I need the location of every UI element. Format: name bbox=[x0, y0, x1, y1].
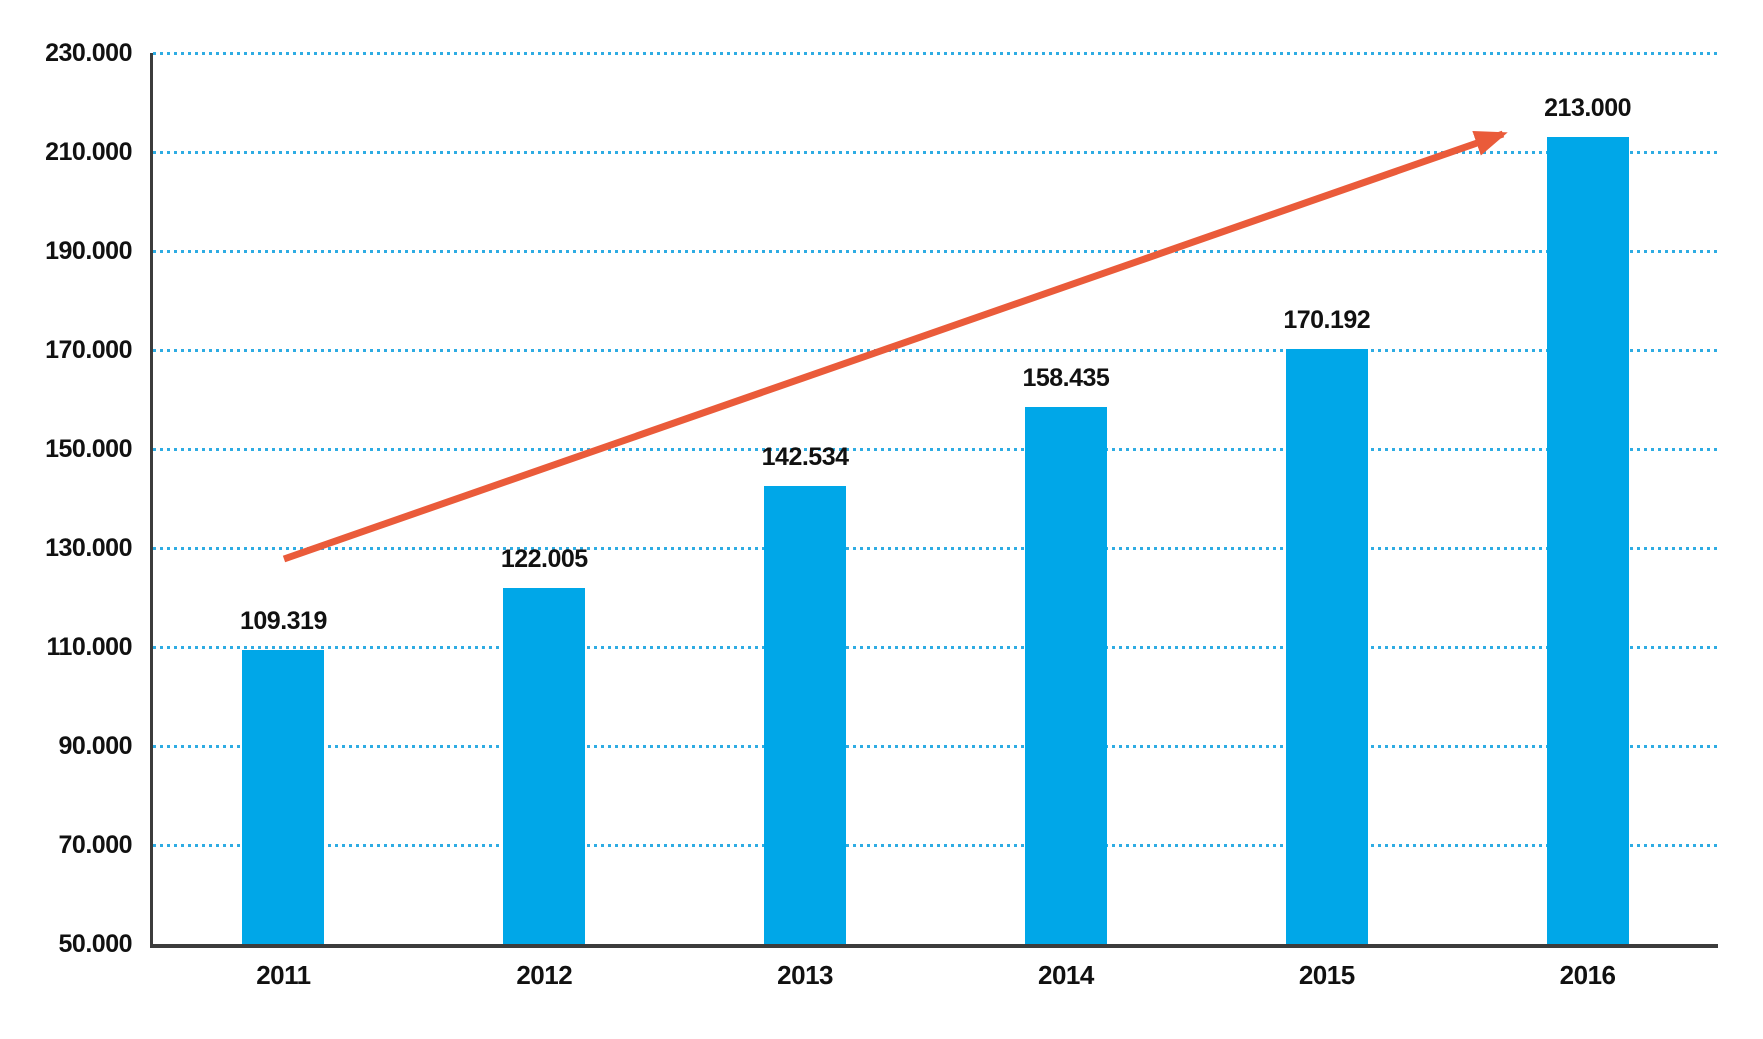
x-tick-label: 2016 bbox=[1559, 960, 1616, 990]
y-tick-label: 170.000 bbox=[45, 336, 132, 364]
y-tick-label: 130.000 bbox=[45, 534, 132, 562]
y-tick-label: 90.000 bbox=[58, 732, 133, 760]
x-tick-label: 2012 bbox=[516, 960, 573, 990]
bar-value-label: 122.005 bbox=[500, 544, 588, 573]
y-tick-label: 230.000 bbox=[45, 39, 132, 67]
bar-value-label: 142.534 bbox=[761, 442, 849, 471]
bar-2015 bbox=[1285, 349, 1368, 944]
bar-value-label: 109.319 bbox=[239, 607, 327, 636]
gridline-210.000 bbox=[153, 150, 1718, 154]
y-tick-label: 50.000 bbox=[58, 930, 133, 958]
plot-area: 50.000 70.000 90.000 110.000 130.000 150.000 1… bbox=[45, 39, 1718, 989]
gridline-110.000 bbox=[153, 645, 1718, 649]
gridline-170.000 bbox=[153, 348, 1718, 352]
bar-2014 bbox=[1024, 407, 1107, 944]
bar-value-label: 158.435 bbox=[1022, 364, 1110, 393]
y-tick-label: 210.000 bbox=[45, 138, 132, 166]
gridline-190.000 bbox=[153, 249, 1718, 253]
x-tick-label: 2014 bbox=[1037, 960, 1094, 990]
y-tick-label: 110.000 bbox=[46, 633, 133, 661]
y-tick-label: 70.000 bbox=[58, 831, 133, 859]
bar-value-label: 213.000 bbox=[1544, 94, 1632, 123]
gridline-90.000 bbox=[153, 744, 1718, 748]
bar-value-label: 170.192 bbox=[1283, 306, 1371, 335]
bar-2016 bbox=[1546, 137, 1629, 944]
x-tick-label: 2011 bbox=[256, 960, 311, 990]
x-tick-label: 2013 bbox=[777, 960, 833, 990]
gridline-70.000 bbox=[153, 843, 1718, 847]
bar-2011 bbox=[242, 650, 325, 944]
bar-2013 bbox=[764, 485, 847, 944]
bar-2012 bbox=[503, 587, 586, 944]
gridline-130.000 bbox=[153, 546, 1718, 550]
y-tick-label: 150.000 bbox=[45, 435, 132, 463]
x-tick-label: 2015 bbox=[1298, 960, 1355, 990]
gridline-230.000 bbox=[153, 51, 1718, 55]
y-tick-label: 190.000 bbox=[45, 237, 132, 265]
